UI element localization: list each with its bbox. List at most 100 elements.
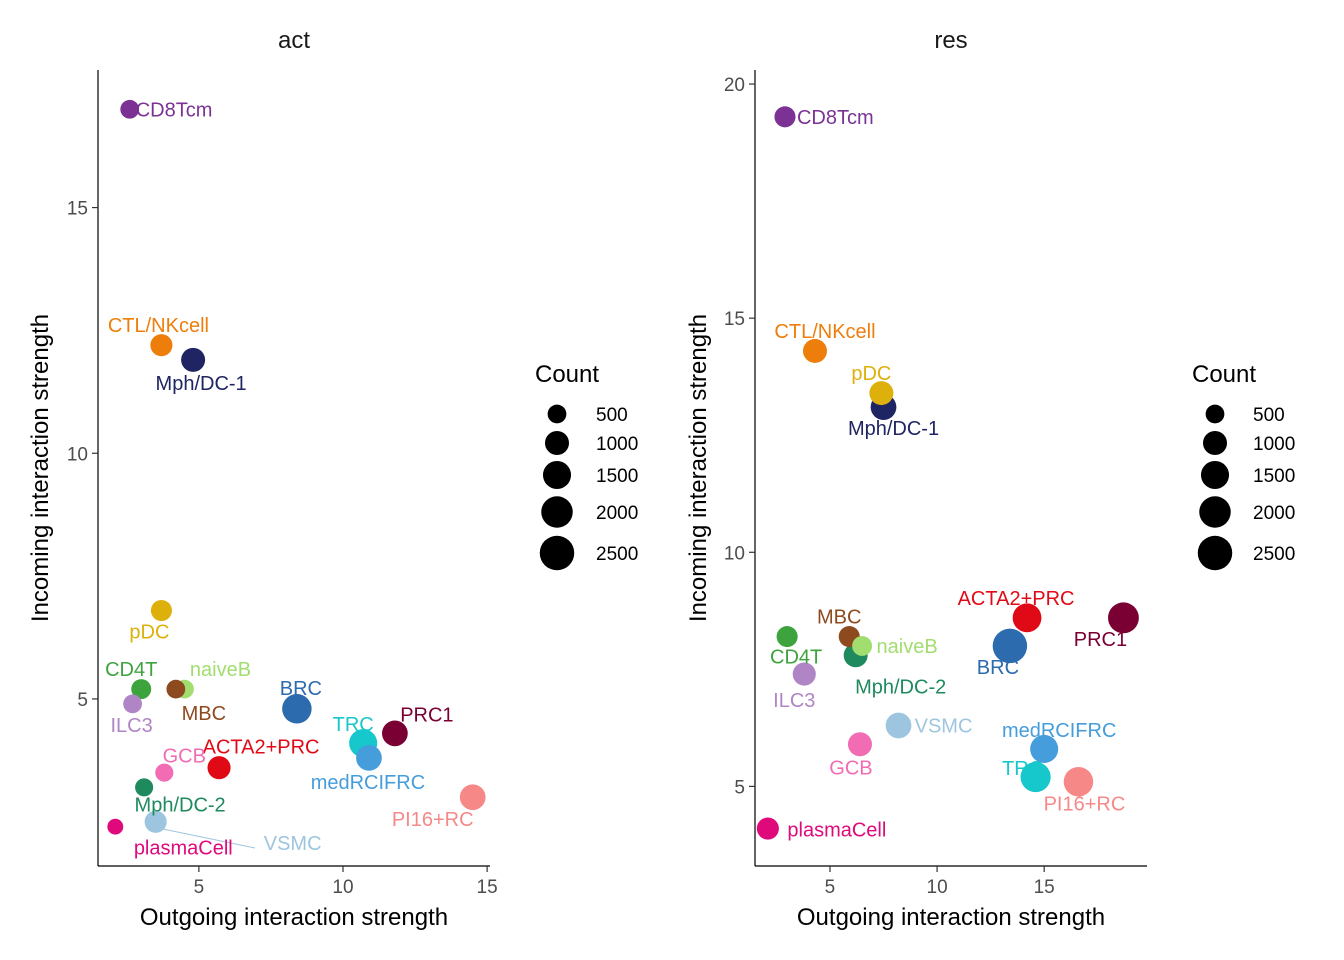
- label-vsmc: VSMC: [264, 833, 322, 855]
- point-ctl-nkcell: [802, 338, 827, 363]
- point-cd8tcm: [774, 106, 796, 128]
- legend-key-circle: [544, 430, 570, 456]
- label-mbc: MBC: [182, 703, 226, 725]
- legend-label: 2500: [1253, 544, 1295, 565]
- label-plasmacell: plasmaCell: [134, 838, 233, 860]
- legend-label: 2000: [1253, 503, 1295, 524]
- label-ctl-nkcell: CTL/NKcell: [108, 315, 209, 337]
- label-cd4t: CD4T: [105, 659, 157, 681]
- legend-title: Count: [1192, 361, 1256, 388]
- label-medrcifrc: medRCIFRC: [311, 772, 425, 794]
- label-pi16-rc: PI16+RC: [1044, 794, 1126, 816]
- legend-label: 2000: [596, 503, 638, 524]
- legend-key-circle: [542, 460, 572, 490]
- y-tick-label: 10: [724, 543, 745, 564]
- x-tick-label: 10: [927, 877, 948, 898]
- point-mph-dc-2: [135, 778, 154, 797]
- x-tick-label: 5: [194, 877, 205, 898]
- point-gcb: [155, 763, 174, 782]
- legend-title: Count: [535, 361, 599, 388]
- point-ilc3: [792, 662, 816, 686]
- point-ctl-nkcell: [150, 334, 173, 357]
- legend-key-circle: [1200, 460, 1230, 490]
- point-pi16-rc: [459, 784, 486, 811]
- point-gcb: [847, 732, 872, 757]
- legend-label: 1000: [1253, 434, 1295, 455]
- label-naiveb: naiveB: [877, 636, 938, 658]
- legend-label: 1000: [596, 434, 638, 455]
- facet-title-act: act: [278, 27, 310, 54]
- legend-label: 500: [596, 405, 628, 426]
- label-acta2-prc: ACTA2+PRC: [203, 737, 320, 759]
- point-cd4t: [776, 626, 798, 648]
- legend-key-circle: [547, 404, 567, 424]
- y-tick-label: 10: [67, 444, 88, 465]
- label-cd4t: CD4T: [770, 647, 822, 669]
- y-axis-title: Incoming interaction strength: [685, 314, 712, 622]
- x-axis-title: Outgoing interaction strength: [140, 904, 448, 931]
- legend-key-circle: [541, 496, 573, 528]
- point-medrcifrc: [1030, 734, 1059, 763]
- x-tick-label: 5: [825, 877, 836, 898]
- label-mph-dc-2: Mph/DC-2: [135, 794, 226, 816]
- size-legend-left: Count 500 1000 1500 2000 2500: [535, 361, 638, 571]
- legend-key-circle: [539, 535, 575, 571]
- point-plasmacell: [756, 817, 779, 840]
- y-tick-label: 20: [724, 75, 745, 96]
- y-tick-label: 15: [67, 199, 88, 220]
- legend-label: 500: [1253, 405, 1285, 426]
- x-tick-label: 15: [1034, 877, 1055, 898]
- point-pdc: [869, 381, 894, 406]
- label-ilc3: ILC3: [110, 715, 152, 737]
- label-pdc: pDC: [129, 621, 169, 643]
- point-vsmc: [885, 712, 912, 739]
- legend-key-circle: [1202, 430, 1228, 456]
- label-pi16-rc: PI16+RC: [392, 809, 474, 831]
- point-cd4t: [131, 679, 152, 700]
- label-gcb: GCB: [829, 757, 872, 779]
- point-acta2-prc: [207, 756, 231, 780]
- y-tick-label: 5: [77, 690, 88, 711]
- label-ilc3: ILC3: [773, 690, 815, 712]
- point-prc1: [382, 720, 408, 747]
- legend-label: 1500: [1253, 466, 1295, 487]
- label-mbc: MBC: [817, 607, 861, 629]
- label-trc: TRC: [333, 714, 374, 736]
- facet-title-res: res: [934, 27, 967, 54]
- point-medrcifrc: [356, 745, 382, 771]
- legend-items: 500 1000 1500 2000 2500: [1197, 404, 1295, 571]
- point-mbc: [166, 679, 186, 699]
- legend-items: 500 1000 1500 2000 2500: [539, 404, 638, 571]
- label-cd8tcm: CD8Tcm: [136, 99, 213, 121]
- legend-label: 1500: [596, 466, 638, 487]
- point-pdc: [150, 599, 172, 622]
- point-mph-dc-1: [181, 347, 206, 372]
- label-naiveb: naiveB: [190, 659, 251, 681]
- label-plasmacell: plasmaCell: [787, 820, 886, 842]
- point-naiveb: [852, 635, 873, 656]
- point-vsmc: [144, 810, 167, 833]
- point-trc: [1020, 761, 1051, 793]
- label-mph-dc-2: Mph/DC-2: [855, 676, 946, 698]
- label-prc1: PRC1: [400, 704, 453, 726]
- point-cd8tcm: [120, 99, 140, 119]
- legend-key-circle: [1199, 496, 1231, 528]
- point-labels: CD8Tcm CTL/NKcell Mph/DC-1 pDC ACTA2+PRC PRC1…: [770, 107, 1127, 842]
- axis-ticks: 5 10 15 5 10 15 20: [724, 75, 1055, 898]
- point-pi16-rc: [1063, 766, 1094, 797]
- label-trc: TRC: [1002, 758, 1043, 780]
- data-points: [756, 106, 1139, 840]
- point-brc: [282, 694, 312, 724]
- data-points: [107, 99, 486, 849]
- label-prc1: PRC1: [1074, 629, 1127, 651]
- panel-res: res 5 10 15 5 10 15 20 CD8Tcm CTL/NKcell Mph/DC-…: [685, 27, 1147, 931]
- y-tick-label: 5: [734, 777, 745, 798]
- label-cd8tcm: CD8Tcm: [797, 107, 874, 129]
- x-tick-label: 15: [477, 877, 498, 898]
- point-prc1: [1108, 602, 1139, 634]
- size-legend-right: Count 500 1000 1500 2000 2500: [1192, 361, 1295, 571]
- point-ilc3: [123, 694, 142, 714]
- label-medrcifrc: medRCIFRC: [1002, 720, 1116, 742]
- x-axis-title: Outgoing interaction strength: [797, 904, 1105, 931]
